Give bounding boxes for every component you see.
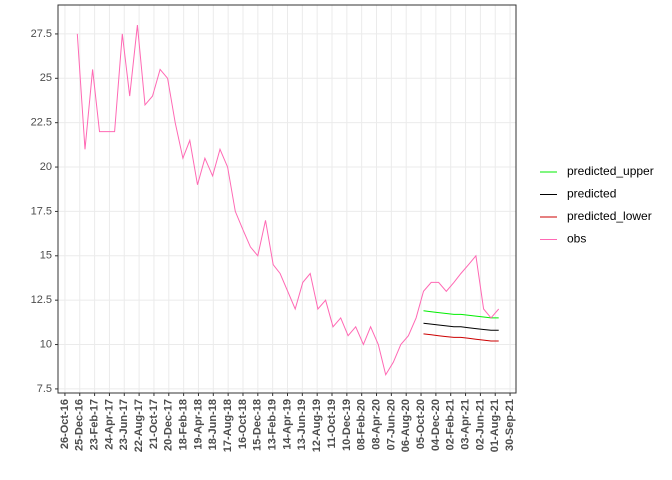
x-tick-label: 18-Feb-18: [178, 399, 190, 450]
x-tick-label: 15-Dec-18: [252, 399, 264, 451]
legend-label: predicted: [567, 187, 616, 201]
x-tick-label: 18-Jun-18: [207, 399, 219, 450]
y-tick-label: 10: [40, 338, 52, 350]
series-line: [76, 25, 500, 376]
x-tick-label: 05-Oct-20: [415, 399, 427, 449]
x-tick-label: 16-Oct-18: [237, 399, 249, 449]
x-tick-label: 13-Jun-19: [296, 399, 308, 450]
x-tick-label: 19-Apr-18: [192, 399, 204, 450]
x-tick-label: 13-Feb-19: [267, 399, 279, 450]
y-tick-label: 12.5: [31, 294, 52, 306]
x-tick-label: 25-Dec-16: [74, 399, 86, 451]
x-tick-label: 23-Jun-17: [118, 399, 130, 450]
x-tick-label: 02-Jun-21: [474, 399, 486, 450]
x-tick-label: 17-Aug-18: [222, 399, 234, 452]
x-tick-label: 08-Feb-20: [356, 399, 368, 450]
y-tick-label: 17.5: [31, 205, 52, 217]
x-tick-label: 07-Jun-20: [385, 399, 397, 450]
x-tick-label: 24-Apr-17: [103, 399, 115, 450]
y-tick-label: 22.5: [31, 117, 52, 129]
series-line: [423, 322, 499, 331]
x-tick-label: 20-Dec-17: [163, 399, 175, 451]
series-line: [423, 310, 499, 319]
y-tick-label: 15: [40, 250, 52, 262]
y-tick-label: 25: [40, 72, 52, 84]
plot-border: [57, 4, 517, 394]
y-tick-label: 27.5: [31, 28, 52, 40]
x-tick-label: 02-Feb-21: [445, 399, 457, 450]
x-tick-label: 30-Sep-21: [504, 399, 516, 451]
x-tick-label: 12-Aug-19: [311, 399, 323, 452]
legend-label: obs: [567, 232, 586, 246]
x-tick-label: 22-Aug-17: [133, 399, 145, 452]
x-tick-label: 06-Aug-20: [400, 399, 412, 452]
x-tick-label: 01-Aug-21: [489, 399, 501, 452]
y-tick-label: 7.5: [37, 383, 52, 395]
series-line: [423, 333, 499, 342]
x-tick-label: 04-Dec-20: [430, 399, 442, 451]
x-tick-label: 11-Oct-19: [326, 399, 338, 449]
x-tick-label: 23-Feb-17: [89, 399, 101, 450]
x-tick-label: 26-Oct-16: [59, 399, 71, 449]
x-tick-label: 03-Apr-21: [459, 399, 471, 450]
x-tick-label: 14-Apr-19: [281, 399, 293, 450]
legend-label: predicted_upper: [567, 164, 654, 178]
x-tick-label: 10-Dec-19: [341, 399, 353, 451]
x-tick-label: 21-Oct-17: [148, 399, 160, 449]
x-tick-label: 08-Apr-20: [370, 399, 382, 450]
y-tick-label: 20: [40, 161, 52, 173]
legend-label: predicted_lower: [567, 209, 652, 223]
